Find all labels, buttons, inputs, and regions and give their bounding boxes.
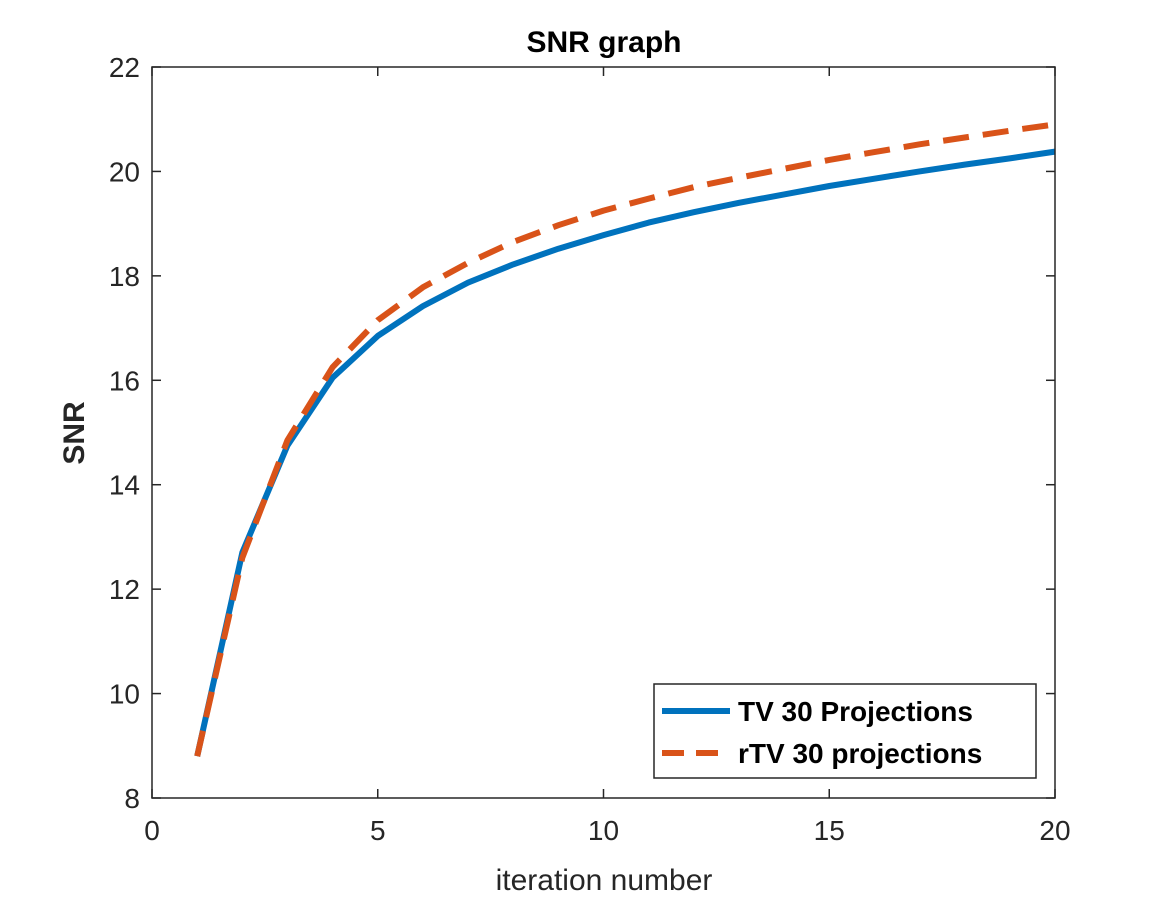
x-tick-label: 5	[370, 815, 386, 846]
x-tick-label: 20	[1039, 815, 1070, 846]
series-line-2	[194, 121, 1056, 757]
y-tick-label: 10	[109, 679, 140, 710]
x-tick-label: 0	[144, 815, 160, 846]
x-tick-label: 15	[814, 815, 845, 846]
chart-title: SNR graph	[526, 26, 681, 59]
y-tick-label: 16	[109, 365, 140, 396]
legend-box	[653, 683, 1037, 779]
series-line-1	[194, 148, 1056, 757]
legend-label-1: TV 30 Projections	[738, 696, 973, 727]
legend-label-2: rTV 30 projections	[738, 738, 982, 769]
y-axis-title: SNR	[58, 401, 91, 465]
y-tick-label: 18	[109, 261, 140, 292]
y-tick-label: 12	[109, 574, 140, 605]
y-tick-label: 20	[109, 156, 140, 187]
y-tick-label: 8	[124, 783, 140, 814]
y-tick-label: 22	[109, 52, 140, 83]
x-axis-title: iteration number	[496, 864, 713, 897]
y-tick-label: 14	[109, 470, 140, 501]
x-tick-label: 10	[588, 815, 619, 846]
plot-area: 0 5 10 15 20 8 10 12 14 16 18 20 22 TV 30 Projections…	[109, 52, 1071, 846]
